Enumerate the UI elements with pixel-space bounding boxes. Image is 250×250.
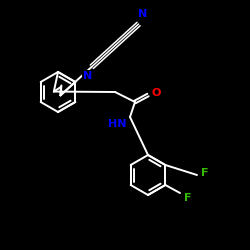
Text: N: N (138, 9, 147, 19)
Text: N: N (84, 71, 92, 81)
Text: O: O (151, 88, 161, 98)
Text: F: F (184, 193, 192, 203)
Text: HN: HN (108, 119, 126, 129)
Text: F: F (201, 168, 209, 178)
